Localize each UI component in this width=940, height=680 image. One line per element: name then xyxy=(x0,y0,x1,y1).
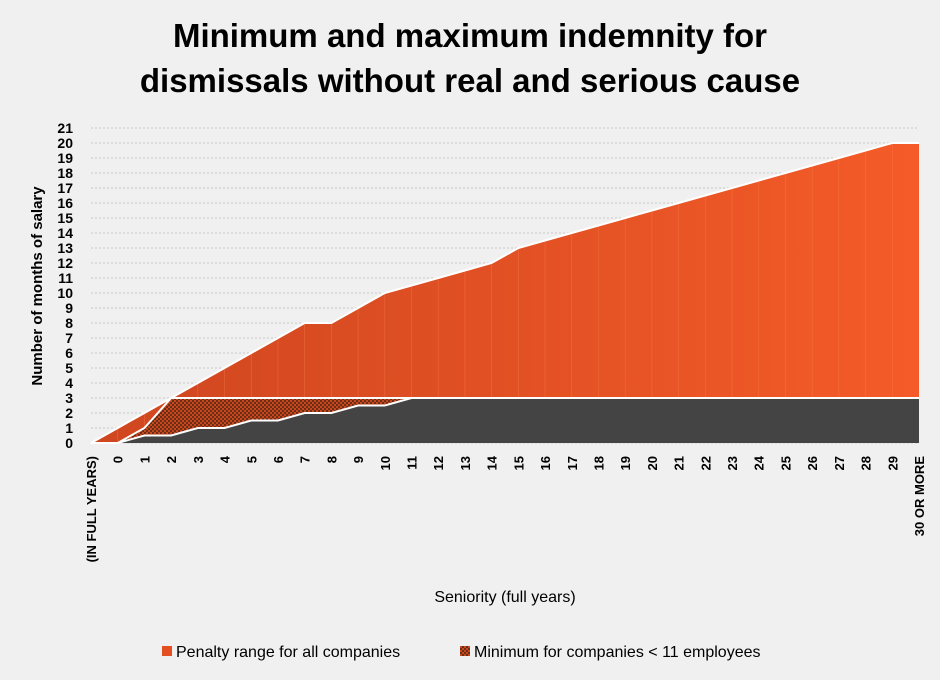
y-tick-label: 10 xyxy=(57,285,73,301)
x-tick-label: 9 xyxy=(351,456,366,463)
y-tick-label: 8 xyxy=(65,315,73,331)
x-tick-label: 20 xyxy=(645,456,660,470)
y-tick-label: 14 xyxy=(57,225,73,241)
y-tick-label: 12 xyxy=(57,255,73,271)
chart-title-line-1: Minimum and maximum indemnity for xyxy=(173,17,767,54)
x-tick-label: 18 xyxy=(591,456,606,470)
y-tick-label: 16 xyxy=(57,195,73,211)
series-lines xyxy=(90,142,919,444)
x-tick-label: 0 xyxy=(111,456,126,463)
x-tick-label: 4 xyxy=(218,455,233,463)
y-tick-label: 19 xyxy=(57,150,73,166)
y-tick-label: 17 xyxy=(57,180,73,196)
x-tick-label: 27 xyxy=(832,456,847,470)
area-penalty-range xyxy=(91,143,919,443)
y-tick-label: 0 xyxy=(65,435,73,451)
x-tick-label: (IN FULL YEARS) xyxy=(84,456,99,562)
x-tick-label: 13 xyxy=(458,456,473,470)
y-tick-label: 6 xyxy=(65,345,73,361)
x-tick-label: 12 xyxy=(431,456,446,470)
line-penalty-max xyxy=(90,142,919,444)
y-tick-label: 21 xyxy=(57,120,73,136)
x-tick-label: 21 xyxy=(672,456,687,470)
y-tick-label: 9 xyxy=(65,300,73,316)
x-tick-label: 5 xyxy=(244,456,259,463)
legend-label-penalty-range: Penalty range for all companies xyxy=(176,644,400,661)
x-tick-label: 2 xyxy=(164,456,179,463)
y-tick-label: 7 xyxy=(65,330,73,346)
x-tick-label: 3 xyxy=(191,456,206,463)
x-tick-label: 7 xyxy=(298,456,313,463)
legend: Penalty range for all companies Minimum … xyxy=(162,644,761,661)
x-axis-label: Seniority (full years) xyxy=(434,589,575,606)
legend-swatch-minimum-small-companies xyxy=(460,646,470,656)
x-tick-label: 19 xyxy=(618,456,633,470)
y-tick-label: 18 xyxy=(57,165,73,181)
x-tick-label: 1 xyxy=(137,456,152,463)
y-axis-label: Number of months of salary xyxy=(29,186,46,386)
x-tick-label: 25 xyxy=(778,456,793,470)
y-tick-label: 20 xyxy=(57,135,73,151)
x-tick-label: 24 xyxy=(752,455,767,470)
legend-swatch-penalty-range xyxy=(162,646,172,656)
y-tick-label: 1 xyxy=(65,420,73,436)
line-penalty-min xyxy=(91,397,919,444)
x-tick-label: 29 xyxy=(885,456,900,470)
x-tick-label: 10 xyxy=(378,456,393,470)
chart-title-line-2: dismissals without real and serious caus… xyxy=(140,62,800,99)
x-tick-label: 22 xyxy=(698,456,713,470)
x-tick-label: 15 xyxy=(511,456,526,470)
x-tick-label: 14 xyxy=(485,455,500,470)
y-tick-label: 11 xyxy=(58,270,73,286)
x-tick-label: 30 OR MORE xyxy=(912,456,927,537)
y-tick-label: 5 xyxy=(65,360,73,376)
legend-label-minimum-small-companies: Minimum for companies < 11 employees xyxy=(474,644,761,661)
x-tick-label: 26 xyxy=(805,456,820,470)
x-axis-ticks: (IN FULL YEARS) 0 1 2 3 4 5 6 7 8 9 10 11 12 13 14 15 16 1… xyxy=(84,455,927,562)
x-tick-label: 16 xyxy=(538,456,553,470)
y-tick-label: 13 xyxy=(57,240,73,256)
plot-areas xyxy=(91,143,919,443)
y-tick-label: 4 xyxy=(65,375,73,391)
x-tick-label: 11 xyxy=(405,456,420,470)
x-tick-label: 28 xyxy=(859,456,874,470)
y-tick-label: 15 xyxy=(57,210,73,226)
y-tick-label: 2 xyxy=(65,405,73,421)
x-tick-label: 6 xyxy=(271,456,286,463)
y-tick-label: 3 xyxy=(65,390,73,406)
area-minimum-small-companies xyxy=(91,398,919,443)
x-tick-label: 8 xyxy=(324,456,339,463)
x-tick-label: 17 xyxy=(565,456,580,470)
area-floor-dark xyxy=(91,398,919,443)
x-tick-label: 23 xyxy=(725,456,740,470)
